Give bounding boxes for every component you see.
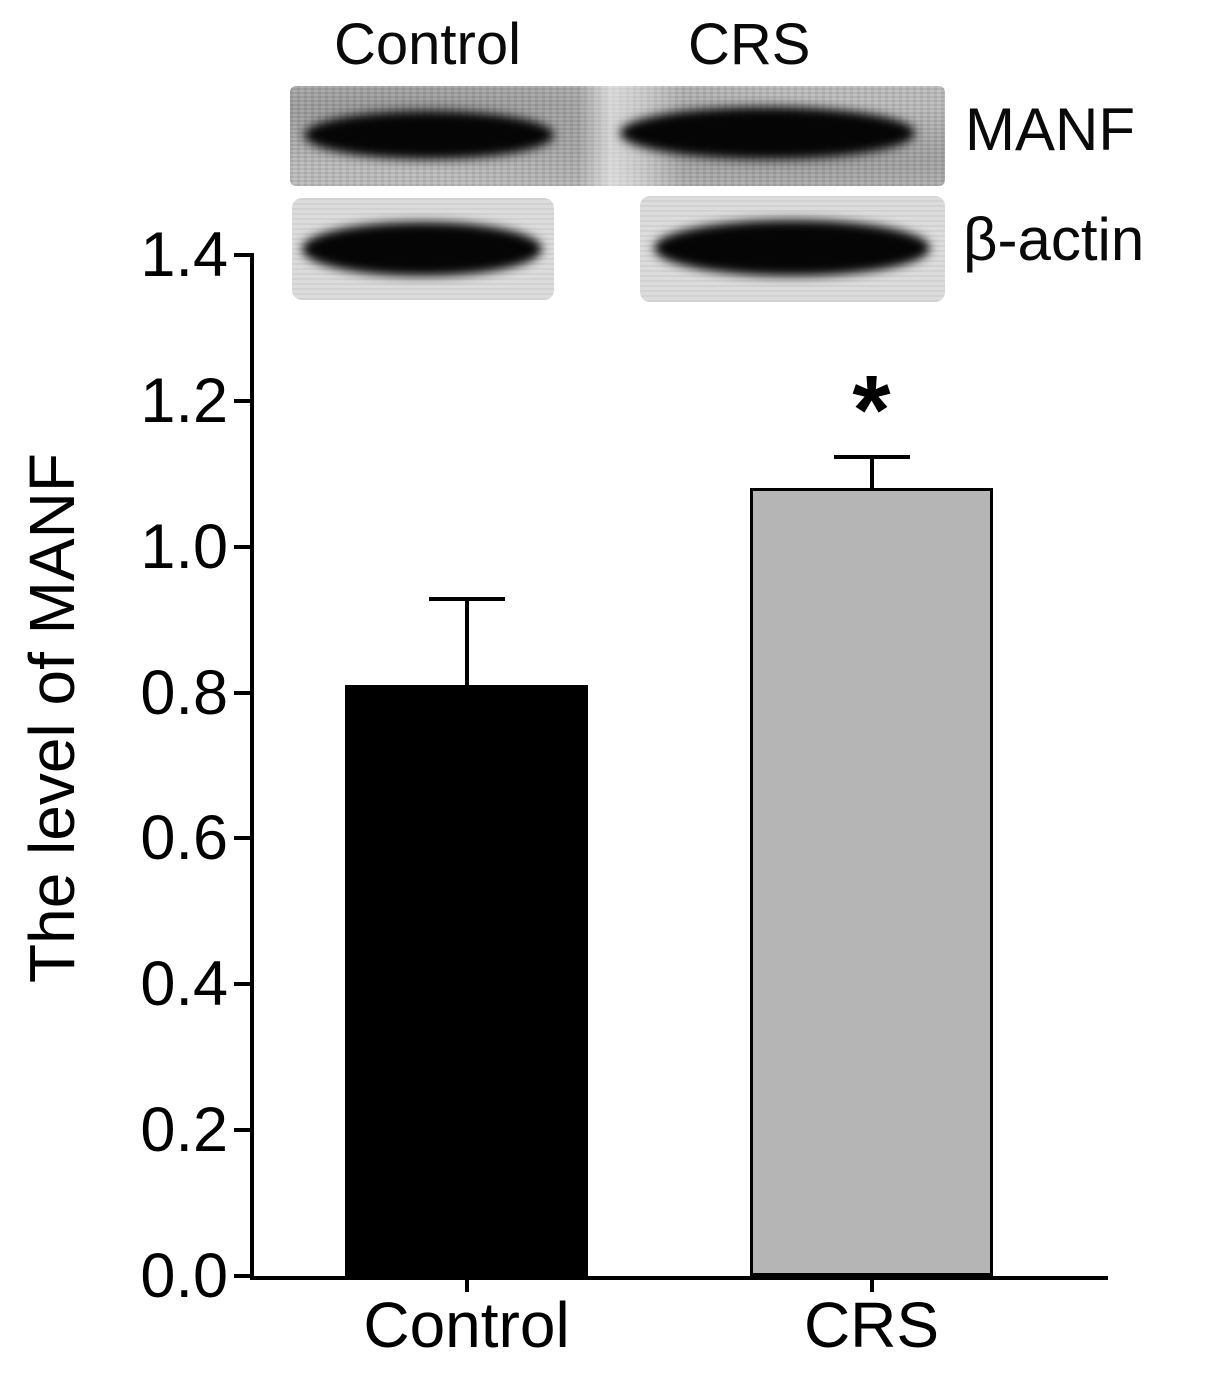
blot-band-label-manf: MANF — [965, 96, 1135, 163]
manf-blot-strip — [290, 86, 945, 186]
error-bar-stem-control — [464, 597, 469, 685]
x-category-label-control: Control — [363, 1289, 570, 1361]
y-tick-mark — [234, 253, 252, 257]
bar-crs — [750, 488, 993, 1276]
y-axis-line — [250, 253, 254, 1280]
blot-lane-label-control: Control — [334, 12, 521, 77]
error-bar-cap-crs — [833, 455, 910, 459]
y-tick-mark — [234, 398, 252, 403]
y-tick-label: 0.2 — [140, 1095, 228, 1166]
significance-asterisk: * — [852, 355, 891, 465]
beta-actin-blot-crs — [640, 196, 945, 302]
y-tick-mark — [234, 690, 252, 695]
x-tick-mark-crs — [869, 1280, 874, 1292]
y-tick-label: 0.4 — [140, 949, 228, 1020]
beta-actin-band-control — [302, 222, 542, 276]
blot-band-label-beta-actin: β-actin — [963, 206, 1145, 273]
y-tick-mark — [234, 1128, 252, 1133]
y-tick-label: 0.0 — [140, 1241, 228, 1311]
manf-band-crs — [620, 107, 915, 159]
western-blot-panel: Control CRS MANF β-actin — [0, 0, 1205, 320]
y-axis-ticks: 0.0 0.2 0.4 0.6 0.8 1.0 1.2 1.4 — [0, 220, 252, 1311]
x-category-label-crs: CRS — [803, 1289, 940, 1361]
y-tick-label: 1.0 — [140, 511, 228, 582]
x-tick-mark-control — [464, 1280, 469, 1292]
y-tick-label: 0.8 — [140, 657, 228, 728]
error-bar-cap-control — [428, 597, 505, 601]
manf-band-control — [304, 111, 554, 159]
y-tick-label: 1.4 — [140, 220, 228, 290]
x-axis-line — [250, 1276, 1108, 1280]
bar-control — [345, 685, 588, 1276]
beta-actin-band-crs — [654, 220, 930, 276]
beta-actin-blot-control — [292, 198, 554, 300]
y-tick-mark — [234, 836, 252, 841]
y-tick-mark — [234, 1274, 252, 1278]
plot-area: Control CRS * — [252, 255, 1107, 1360]
y-tick-mark — [234, 544, 252, 549]
y-tick-label: 1.2 — [140, 365, 228, 436]
error-bar-stem-crs — [869, 455, 874, 488]
blot-lane-label-crs: CRS — [688, 12, 811, 77]
y-tick-label: 0.6 — [140, 803, 228, 874]
y-tick-mark — [234, 982, 252, 987]
